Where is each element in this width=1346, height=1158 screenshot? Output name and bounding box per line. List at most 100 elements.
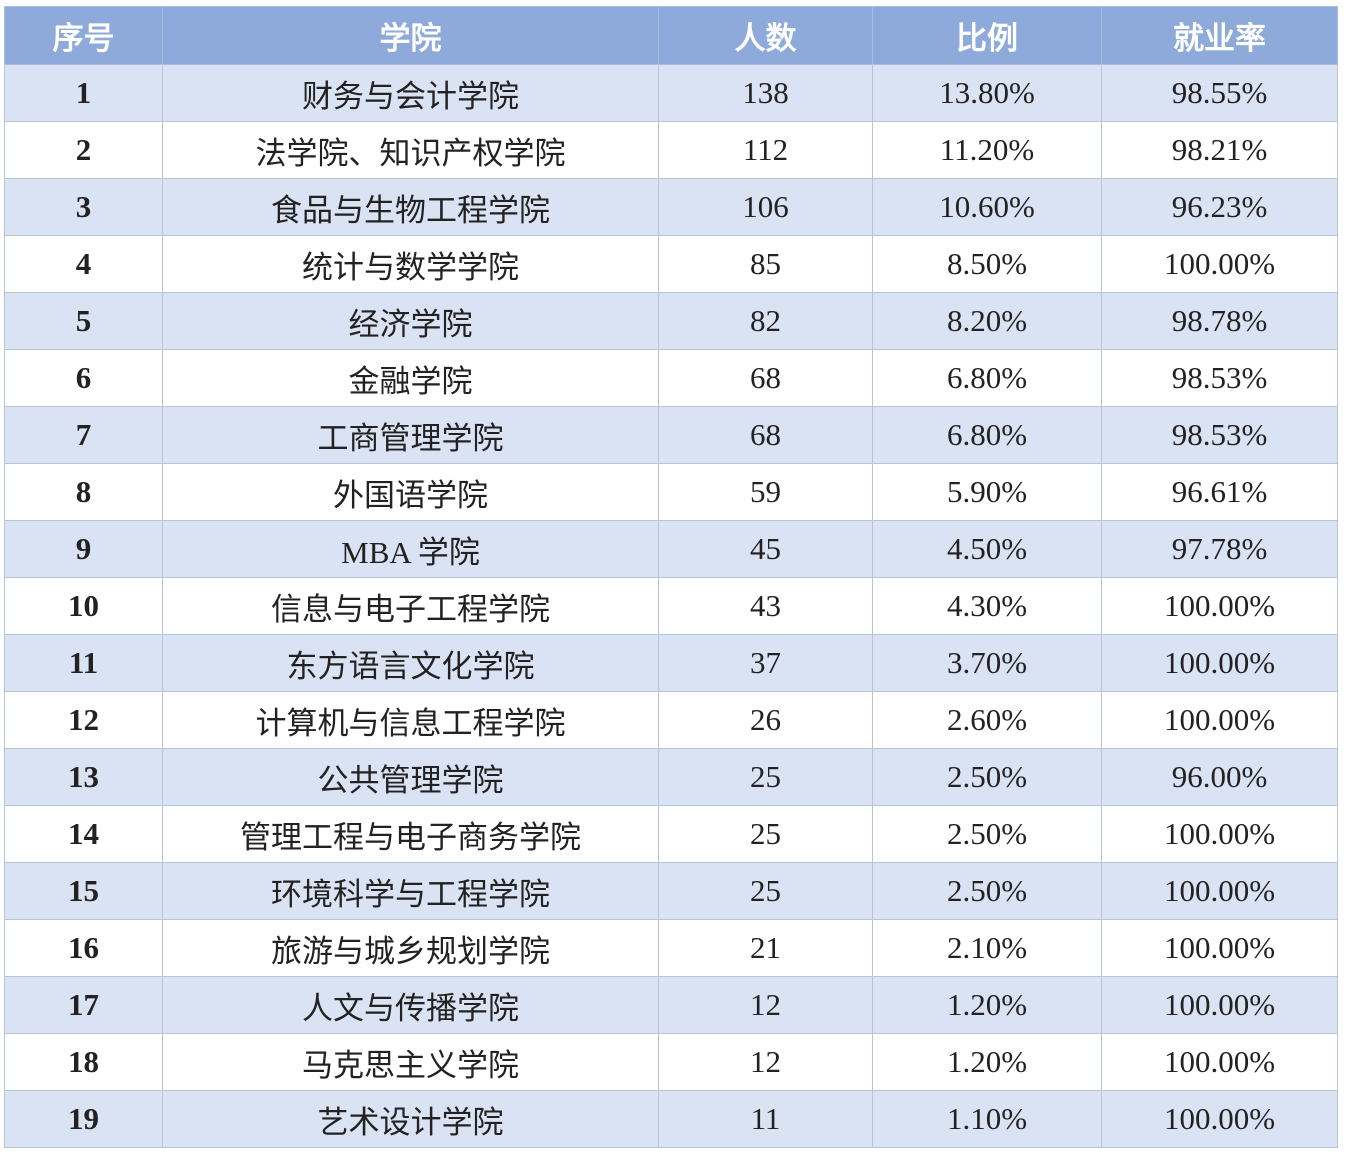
table-cell: 12 (658, 976, 873, 1034)
row-index: 9 (4, 520, 163, 578)
table-cell: 经济学院 (162, 292, 659, 350)
table-cell: 37 (658, 634, 873, 692)
table-cell: 68 (658, 349, 873, 407)
header-cell: 序号 (4, 6, 163, 65)
header-row: 序号 学院 人数 比例 就业率 (4, 6, 1338, 65)
table-cell: 100.00% (1101, 691, 1338, 749)
table-cell: 2.50% (872, 862, 1102, 920)
row-index: 13 (4, 748, 163, 806)
row-index: 12 (4, 691, 163, 749)
table-row: 19 艺术设计学院 11 1.10% 100.00% (4, 1090, 1338, 1148)
table-cell: 金融学院 (162, 349, 659, 407)
table-cell: 2.50% (872, 748, 1102, 806)
table-cell: 财务与会计学院 (162, 64, 659, 122)
table-cell: 外国语学院 (162, 463, 659, 521)
table-cell: 100.00% (1101, 634, 1338, 692)
table-row: 14 管理工程与电子商务学院 25 2.50% 100.00% (4, 805, 1338, 863)
table-cell: 43 (658, 577, 873, 635)
table-cell: 96.61% (1101, 463, 1338, 521)
row-index: 2 (4, 121, 163, 179)
table-cell: 4.30% (872, 577, 1102, 635)
table-cell: 98.78% (1101, 292, 1338, 350)
table-cell: 100.00% (1101, 1090, 1338, 1148)
table-cell: 1.10% (872, 1090, 1102, 1148)
table-cell: 信息与电子工程学院 (162, 577, 659, 635)
table-cell: 82 (658, 292, 873, 350)
table-row: 7 工商管理学院 68 6.80% 98.53% (4, 406, 1338, 464)
table-cell: 10.60% (872, 178, 1102, 236)
row-index: 4 (4, 235, 163, 293)
table-row: 5 经济学院 82 8.20% 98.78% (4, 292, 1338, 350)
table-cell: 100.00% (1101, 805, 1338, 863)
header-cell: 就业率 (1101, 6, 1338, 65)
table-row: 11 东方语言文化学院 37 3.70% 100.00% (4, 634, 1338, 692)
table-cell: 100.00% (1101, 919, 1338, 977)
table-cell: 68 (658, 406, 873, 464)
table-cell: 21 (658, 919, 873, 977)
table-cell: 环境科学与工程学院 (162, 862, 659, 920)
table-cell: 工商管理学院 (162, 406, 659, 464)
table-cell: 8.50% (872, 235, 1102, 293)
table-cell: 法学院、知识产权学院 (162, 121, 659, 179)
table-cell: 东方语言文化学院 (162, 634, 659, 692)
table-row: 8 外国语学院 59 5.90% 96.61% (4, 463, 1338, 521)
table-cell: 100.00% (1101, 577, 1338, 635)
table-cell: 2.10% (872, 919, 1102, 977)
table-cell: 6.80% (872, 349, 1102, 407)
row-index: 7 (4, 406, 163, 464)
table-cell: 45 (658, 520, 873, 578)
table-row: 18 马克思主义学院 12 1.20% 100.00% (4, 1033, 1338, 1091)
table-row: 9 MBA 学院 45 4.50% 97.78% (4, 520, 1338, 578)
table-cell: 98.55% (1101, 64, 1338, 122)
table-row: 15 环境科学与工程学院 25 2.50% 100.00% (4, 862, 1338, 920)
table-cell: 98.53% (1101, 406, 1338, 464)
table-cell: 艺术设计学院 (162, 1090, 659, 1148)
table-cell: 100.00% (1101, 976, 1338, 1034)
table-cell: 96.00% (1101, 748, 1338, 806)
table-cell: 25 (658, 862, 873, 920)
row-index: 16 (4, 919, 163, 977)
data-table: 序号 学院 人数 比例 就业率 1 财务与会计学院 138 13.80% 98.55% 2 法学院、… (4, 6, 1338, 1148)
row-index: 15 (4, 862, 163, 920)
table-cell: 112 (658, 121, 873, 179)
table-cell: 138 (658, 64, 873, 122)
table-row: 6 金融学院 68 6.80% 98.53% (4, 349, 1338, 407)
table-cell: 26 (658, 691, 873, 749)
table-cell: 11 (658, 1090, 873, 1148)
table-cell: 马克思主义学院 (162, 1033, 659, 1091)
table-cell: 8.20% (872, 292, 1102, 350)
table-row: 12 计算机与信息工程学院 26 2.60% 100.00% (4, 691, 1338, 749)
table-row: 13 公共管理学院 25 2.50% 96.00% (4, 748, 1338, 806)
table-cell: 旅游与城乡规划学院 (162, 919, 659, 977)
row-index: 11 (4, 634, 163, 692)
table-cell: 100.00% (1101, 862, 1338, 920)
table-cell: 4.50% (872, 520, 1102, 578)
table-cell: 98.53% (1101, 349, 1338, 407)
row-index: 6 (4, 349, 163, 407)
row-index: 1 (4, 64, 163, 122)
table-cell: 统计与数学学院 (162, 235, 659, 293)
row-index: 14 (4, 805, 163, 863)
table-cell: 人文与传播学院 (162, 976, 659, 1034)
table-row: 1 财务与会计学院 138 13.80% 98.55% (4, 64, 1338, 122)
table-cell: 13.80% (872, 64, 1102, 122)
table-cell: 2.60% (872, 691, 1102, 749)
table-cell: 计算机与信息工程学院 (162, 691, 659, 749)
table-cell: 6.80% (872, 406, 1102, 464)
table-row: 2 法学院、知识产权学院 112 11.20% 98.21% (4, 121, 1338, 179)
header-cell: 比例 (872, 6, 1102, 65)
table-cell: 25 (658, 805, 873, 863)
header-cell: 人数 (658, 6, 873, 65)
table-cell: 1.20% (872, 976, 1102, 1034)
table-cell: 5.90% (872, 463, 1102, 521)
table-cell: 100.00% (1101, 235, 1338, 293)
header-cell: 学院 (162, 6, 659, 65)
table-cell: 85 (658, 235, 873, 293)
table-row: 16 旅游与城乡规划学院 21 2.10% 100.00% (4, 919, 1338, 977)
table-body: 1 财务与会计学院 138 13.80% 98.55% 2 法学院、知识产权学院 112 11.… (4, 64, 1338, 1148)
table-cell: 11.20% (872, 121, 1102, 179)
table-cell: 96.23% (1101, 178, 1338, 236)
table-cell: 公共管理学院 (162, 748, 659, 806)
table-cell: 管理工程与电子商务学院 (162, 805, 659, 863)
